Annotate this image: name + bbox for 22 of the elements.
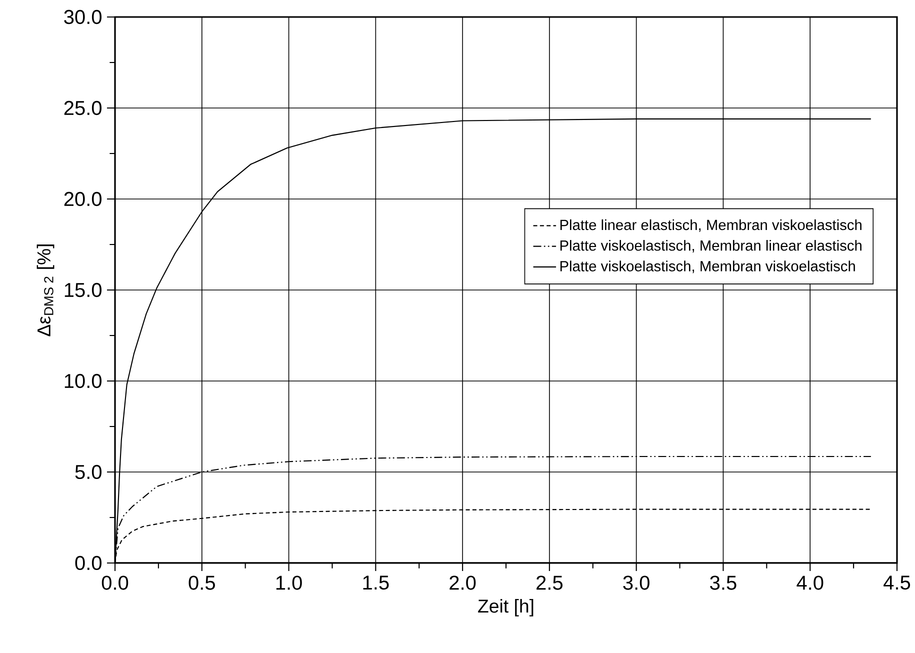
y-tick-label: 30.0 [64,10,102,24]
y-tick-label: 25.0 [64,100,102,116]
x-tick-label: 1.0 [276,576,302,590]
x-tick-label: 2.0 [450,576,476,590]
x-tick-label: 0.0 [102,576,128,590]
x-tick-label: 2.5 [536,576,563,590]
y-axis-title: Δε$_{DMS 2}$ [%] [36,244,54,336]
legend-label: Platte viskoelastisch, Membran linear elastisch [560,240,862,253]
x-tick-label: 3.5 [710,576,736,590]
y-tick-label: 15.0 [64,282,102,298]
x-tick-label: 0.5 [188,576,215,590]
y-tick-label: 5.0 [75,464,102,480]
x-tick-label: 3.0 [623,576,650,590]
x-axis-title: Zeit [h] [478,599,534,616]
x-tick-label: 4.5 [884,576,910,590]
legend-label: Platte viskoelastisch, Membran viskoelastisch [560,260,855,274]
x-tick-label: 4.0 [796,576,824,590]
y-tick-label: 20.0 [64,192,102,206]
legend-label: Platte linear elastisch, Membran viskoelastisch [560,219,862,232]
y-tick-label: 10.0 [64,374,102,388]
y-tick-label: 0.0 [75,556,102,570]
x-tick-label: 1.5 [363,576,389,590]
